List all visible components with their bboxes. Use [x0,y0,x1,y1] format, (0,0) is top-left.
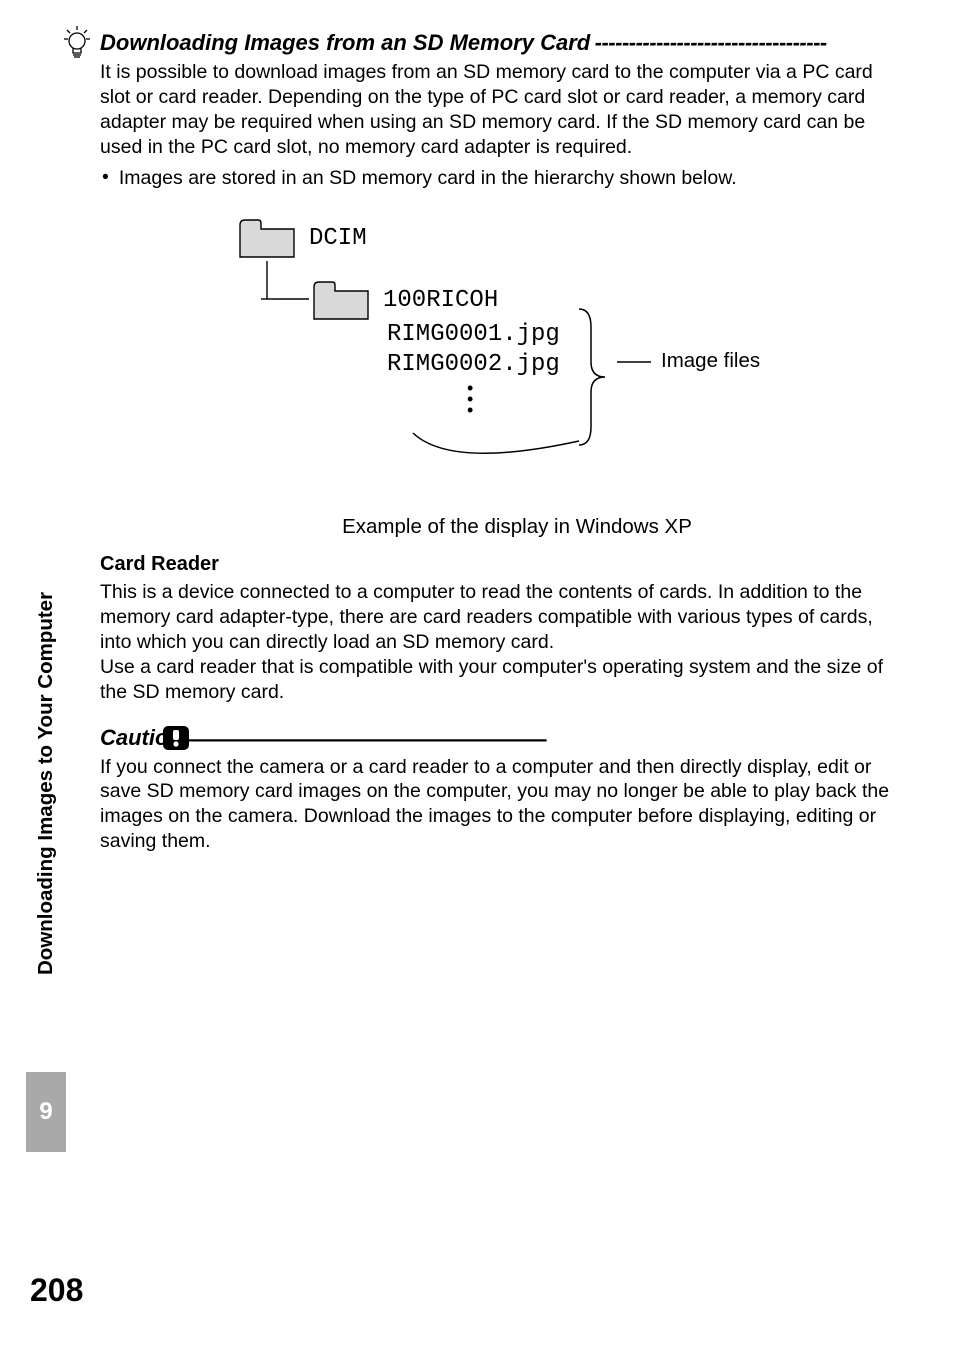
side-tab: Downloading Images to Your Computer 9 [26,592,66,1152]
caution-heading-dashes: ----------------------------------------… [182,729,545,749]
tip-heading: Downloading Images from an SD Memory Car… [100,30,590,55]
image-files-label: Image files [661,349,760,373]
tip-bullet: • Images are stored in an SD memory card… [100,166,894,191]
side-tab-label: Downloading Images to Your Computer [31,592,61,1072]
file-rimg0002-label: RIMG0002.jpg [387,351,560,378]
caution-icon [162,725,190,751]
tip-body-text: It is possible to download images from a… [100,60,894,160]
caution-body-text: If you connect the camera or a card read… [100,755,894,855]
curly-brace-icon [575,307,613,447]
bullet-marker: • [102,166,109,191]
tip-heading-dashes: ---------------------------------- [595,30,827,55]
tip-lightbulb-icon [62,26,92,60]
folder-dcim-label: DCIM [309,225,367,252]
folder-100ricoh-label: 100RICOH [383,287,498,314]
folder-hierarchy-diagram: DCIM 100RICOH RIMG0001.jpg RIMG0002.jpg … [177,211,817,511]
folder-icon [311,279,371,323]
side-tab-number: 9 [39,1098,52,1126]
swoosh-icon [411,431,581,471]
document-page: Downloading Images from an SD Memory Car… [0,0,954,1345]
tip-bullet-text: Images are stored in an SD memory card i… [119,166,737,191]
card-reader-heading: Card Reader [100,553,894,576]
card-reader-body-2: Use a card reader that is compatible wit… [100,655,894,705]
page-number: 208 [30,1272,83,1309]
ellipsis-dots-icon: ••• [467,383,473,416]
connector-line-icon [617,359,657,365]
tip-heading-row: Downloading Images from an SD Memory Car… [100,30,894,56]
file-rimg0001-label: RIMG0001.jpg [387,321,560,348]
card-reader-body-1: This is a device connected to a computer… [100,580,894,655]
folder-icon [237,217,297,261]
caution-heading-row: Caution---------------------------------… [100,725,894,751]
side-tab-number-box: 9 [26,1072,66,1152]
diagram-caption: Example of the display in Windows XP [140,515,894,539]
